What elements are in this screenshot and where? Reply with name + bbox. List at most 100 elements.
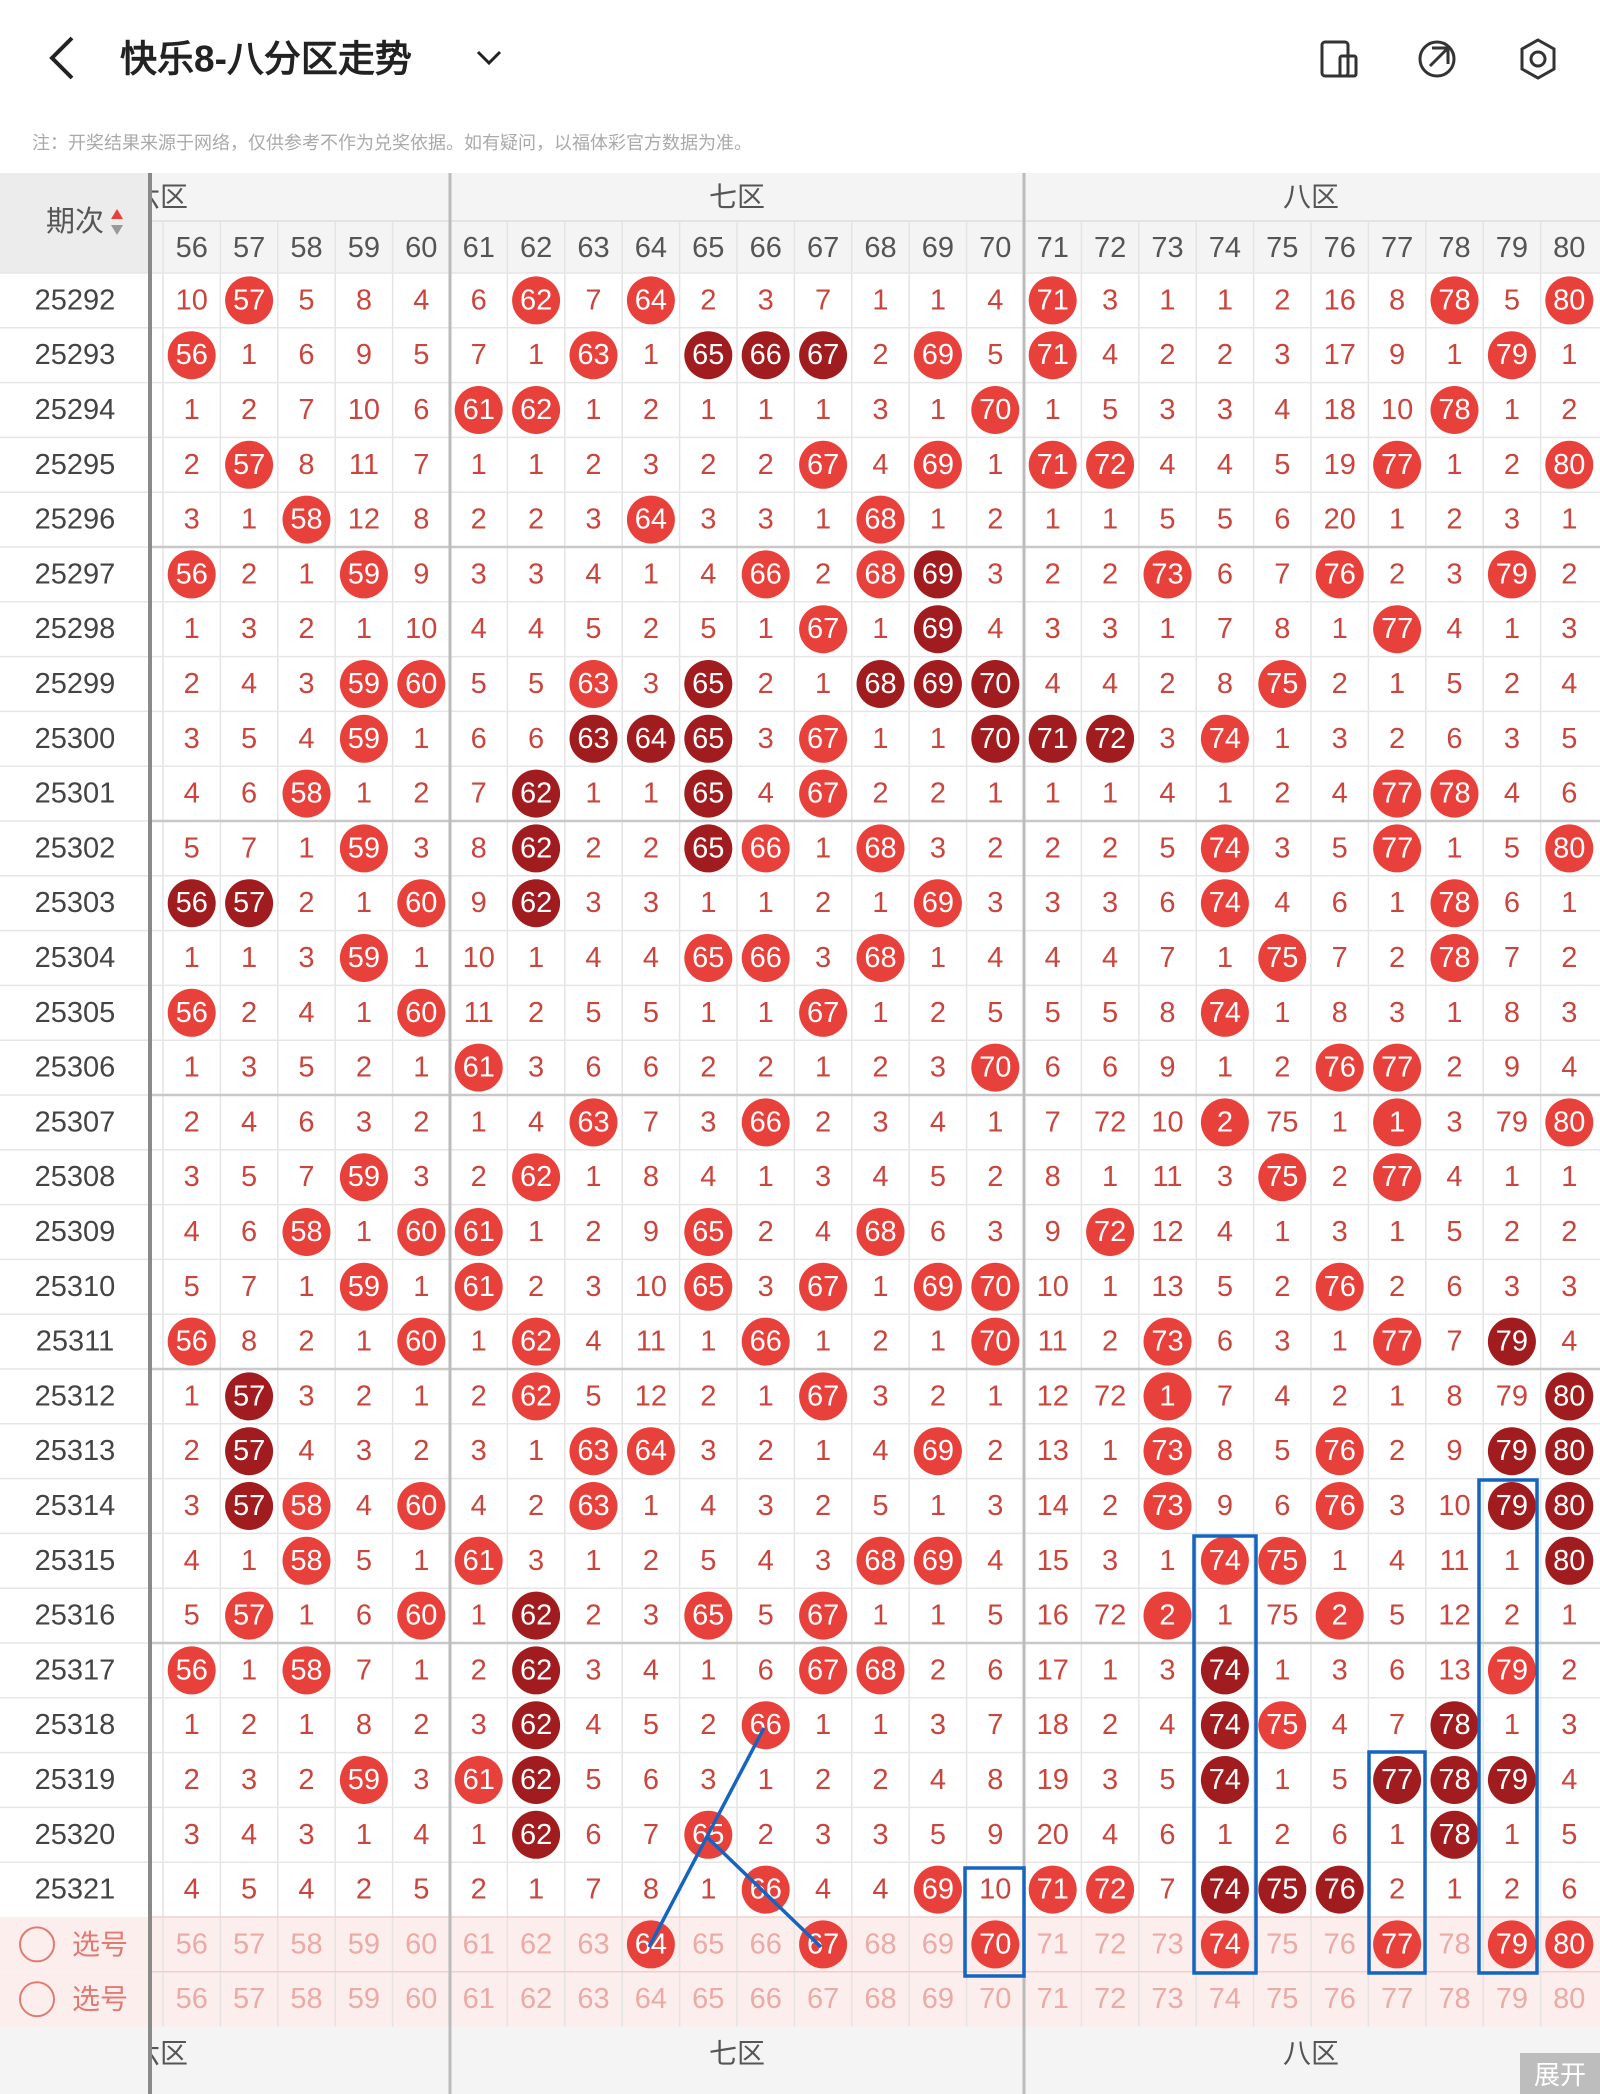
ball-number: 80	[1553, 1490, 1585, 1522]
ball-number: 77	[1381, 1928, 1413, 1960]
ball	[1200, 1865, 1249, 1914]
miss-count: 1	[585, 1545, 601, 1577]
issue: 25308	[35, 1161, 116, 1193]
ball	[971, 1262, 1020, 1311]
ball	[282, 1536, 331, 1585]
miss-count: 8	[1274, 613, 1290, 645]
ball-number: 62	[520, 284, 552, 316]
settings-icon[interactable]	[1520, 38, 1556, 80]
miss-count: 3	[1332, 1216, 1348, 1248]
pick-number: 71	[1037, 1928, 1069, 1960]
ball	[799, 1372, 848, 1421]
miss-count: 11	[1152, 1161, 1182, 1193]
ball-number: 75	[1266, 1874, 1298, 1906]
ball	[512, 276, 561, 325]
miss-count: 3	[1102, 613, 1118, 645]
miss-count: 2	[872, 339, 888, 371]
miss-count: 6	[1561, 778, 1577, 810]
miss-count: 4	[356, 1490, 372, 1522]
ball	[913, 1865, 962, 1914]
miss-count: 1	[585, 1161, 601, 1193]
column-number: 63	[577, 232, 609, 264]
miss-count: 1	[1217, 284, 1233, 316]
pick-number: 69	[922, 1928, 954, 1960]
ball-number: 57	[233, 284, 265, 316]
miss-count: 72	[1094, 1380, 1126, 1412]
miss-count: 2	[184, 1435, 200, 1467]
ball-number: 78	[1438, 778, 1470, 810]
miss-count: 4	[700, 558, 716, 590]
ball-number: 77	[1381, 449, 1413, 481]
miss-count: 6	[930, 1216, 946, 1248]
pick-number: 62	[520, 1983, 552, 2015]
miss-count: 1	[413, 723, 429, 755]
miss-count: 3	[298, 1380, 314, 1412]
ball-number: 65	[692, 668, 724, 700]
miss-count: 2	[241, 997, 257, 1029]
ball-number: 66	[750, 339, 782, 371]
miss-count: 6	[471, 723, 487, 755]
miss-count: 2	[1045, 832, 1061, 864]
ball-number: 61	[463, 394, 495, 426]
ball-number: 68	[864, 942, 896, 974]
miss-count: 1	[758, 1380, 774, 1412]
ball	[1315, 1482, 1364, 1530]
miss-count: 1	[930, 504, 946, 536]
miss-count: 17	[1324, 339, 1356, 371]
pick-number: 80	[1553, 1983, 1585, 2015]
ball	[339, 934, 388, 982]
miss-count: 13	[1037, 1435, 1069, 1467]
miss-count: 4	[1045, 942, 1061, 974]
miss-count: 1	[1561, 1600, 1577, 1632]
ball	[971, 1317, 1020, 1366]
zone-label: 七区	[709, 182, 765, 213]
miss-count: 4	[585, 942, 601, 974]
miss-count: 2	[1332, 1380, 1348, 1412]
ball-number: 58	[290, 1216, 322, 1248]
miss-count: 1	[1102, 1654, 1118, 1686]
column-number: 61	[463, 232, 495, 264]
miss-count: 6	[1274, 504, 1290, 536]
back-button[interactable]	[49, 36, 74, 80]
ball-number: 79	[1496, 339, 1528, 371]
miss-count: 3	[1159, 1654, 1175, 1686]
expand-button[interactable]	[1520, 2053, 1600, 2094]
miss-count: 3	[241, 1052, 257, 1084]
miss-count: 2	[1446, 504, 1462, 536]
ball-number: 56	[176, 1326, 208, 1358]
dropdown-button[interactable]	[476, 50, 502, 66]
miss-count: 2	[528, 1271, 544, 1303]
miss-count: 8	[1045, 1161, 1061, 1193]
miss-count: 1	[815, 832, 831, 864]
ball	[856, 1208, 905, 1256]
miss-count: 2	[930, 1654, 946, 1686]
miss-count: 3	[1389, 997, 1405, 1029]
miss-count: 1	[1102, 1161, 1118, 1193]
miss-count: 1	[298, 1600, 314, 1632]
miss-count: 1	[1159, 1545, 1175, 1577]
miss-count: 3	[1102, 887, 1118, 919]
ball	[1373, 1920, 1422, 1969]
ball-number: 64	[635, 723, 667, 755]
pick-radio[interactable]	[19, 1926, 55, 1963]
issue: 25302	[35, 832, 116, 864]
miss-count: 4	[1102, 668, 1118, 700]
miss-count: 2	[528, 1490, 544, 1522]
ball	[167, 550, 216, 599]
ball-number: 69	[922, 1545, 954, 1577]
miss-count: 1	[528, 942, 544, 974]
miss-count: 4	[1389, 1545, 1405, 1577]
column-number: 56	[176, 232, 208, 264]
issue: 25319	[35, 1764, 116, 1796]
miss-count: 1	[930, 284, 946, 316]
miss-count: 1	[1274, 1764, 1290, 1796]
pick-radio[interactable]	[19, 1981, 55, 2018]
device-icon[interactable]	[1320, 40, 1358, 78]
ball-number: 59	[348, 1271, 380, 1303]
ball	[1200, 1701, 1249, 1750]
miss-count: 6	[528, 723, 544, 755]
miss-count: 12	[635, 1380, 667, 1412]
share-icon[interactable]	[1418, 40, 1456, 78]
miss-count: 8	[298, 449, 314, 481]
miss-count: 5	[1274, 1435, 1290, 1467]
